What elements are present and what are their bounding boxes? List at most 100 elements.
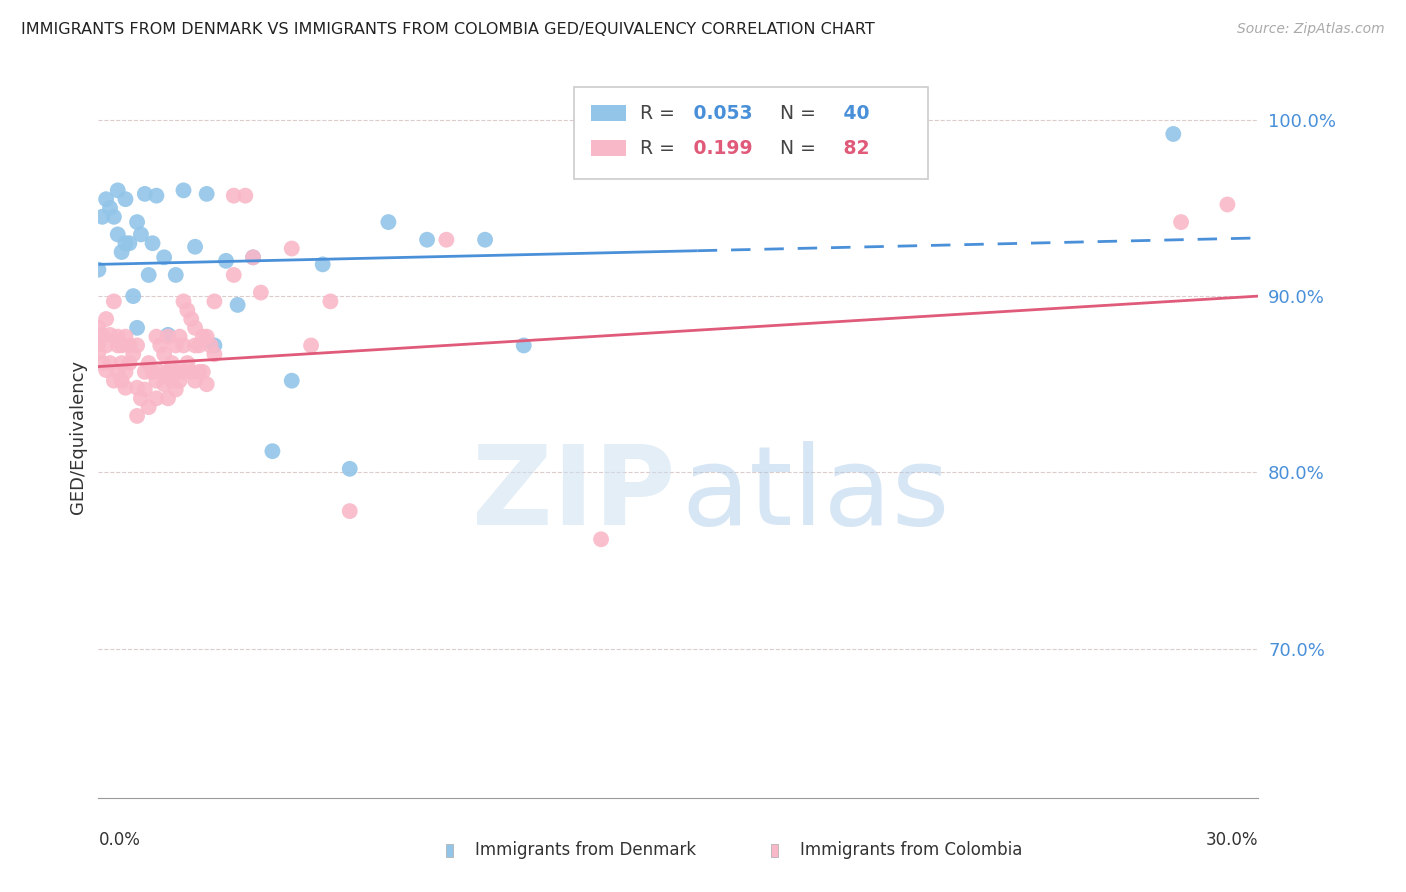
Point — [172, 365, 194, 379]
Point — [107, 329, 129, 343]
Point — [176, 303, 198, 318]
Text: Immigrants from Colombia: Immigrants from Colombia — [800, 841, 1022, 859]
Point — [114, 365, 136, 379]
Point — [96, 363, 118, 377]
Point — [87, 336, 110, 351]
Point — [103, 210, 125, 224]
Point — [1216, 197, 1239, 211]
Point — [204, 294, 226, 309]
Point — [706, 127, 728, 141]
Text: 82: 82 — [838, 138, 870, 158]
Point — [153, 250, 176, 264]
Bar — [592, 140, 626, 156]
Point — [165, 338, 187, 352]
Point — [339, 504, 361, 518]
Point — [127, 381, 149, 395]
Point — [176, 356, 198, 370]
Text: atlas: atlas — [682, 442, 950, 549]
Point — [141, 365, 165, 379]
Point — [145, 188, 167, 202]
Point — [180, 312, 202, 326]
Point — [222, 268, 245, 282]
Point — [416, 233, 439, 247]
Point — [184, 338, 207, 352]
Text: 40: 40 — [838, 103, 870, 123]
Point — [1170, 215, 1192, 229]
Point — [127, 338, 149, 352]
Point — [153, 377, 176, 392]
Point — [96, 312, 118, 326]
Point — [157, 329, 180, 343]
Point — [157, 327, 180, 342]
Point — [96, 192, 118, 206]
Point — [860, 127, 883, 141]
Point — [103, 374, 125, 388]
Point — [98, 356, 121, 370]
Point — [1163, 127, 1185, 141]
Point — [262, 444, 284, 458]
Point — [169, 374, 191, 388]
Text: IMMIGRANTS FROM DENMARK VS IMMIGRANTS FROM COLOMBIA GED/EQUIVALENCY CORRELATION : IMMIGRANTS FROM DENMARK VS IMMIGRANTS FR… — [21, 22, 875, 37]
Point — [200, 338, 222, 352]
Point — [184, 374, 207, 388]
Point — [87, 345, 110, 359]
Point — [111, 374, 132, 388]
Text: ZIP: ZIP — [471, 442, 675, 549]
Point — [127, 409, 149, 423]
Text: 0.199: 0.199 — [686, 138, 752, 158]
Point — [107, 227, 129, 242]
Point — [149, 338, 172, 352]
Point — [281, 374, 304, 388]
Point — [145, 329, 167, 343]
Point — [165, 365, 187, 379]
Text: 30.0%: 30.0% — [1206, 830, 1258, 849]
Point — [377, 215, 399, 229]
Point — [114, 192, 136, 206]
Point — [436, 233, 458, 247]
Point — [281, 242, 304, 256]
Point — [114, 236, 136, 251]
Point — [250, 285, 273, 300]
Y-axis label: GED/Equivalency: GED/Equivalency — [69, 360, 87, 514]
Point — [319, 294, 342, 309]
Point — [134, 383, 156, 397]
Point — [145, 392, 167, 406]
Point — [122, 347, 145, 361]
Point — [87, 262, 110, 277]
Point — [118, 338, 141, 352]
Bar — [447, 844, 453, 857]
Point — [145, 374, 167, 388]
Point — [91, 327, 114, 342]
Point — [188, 338, 211, 352]
Point — [91, 356, 114, 370]
Point — [180, 365, 202, 379]
Point — [111, 338, 132, 352]
Point — [114, 381, 136, 395]
Text: 0.0%: 0.0% — [98, 830, 141, 849]
Point — [165, 268, 187, 282]
Point — [591, 533, 613, 547]
Text: R =: R = — [640, 138, 681, 158]
Point — [157, 365, 180, 379]
Point — [138, 356, 160, 370]
Point — [184, 321, 207, 335]
Point — [312, 257, 335, 271]
Point — [107, 183, 129, 197]
Point — [299, 338, 322, 352]
Point — [129, 392, 152, 406]
Point — [195, 329, 218, 343]
Point — [215, 253, 238, 268]
Point — [160, 374, 183, 388]
Point — [195, 377, 218, 392]
Point — [160, 356, 183, 370]
Point — [118, 236, 141, 251]
Point — [339, 462, 361, 476]
Point — [204, 338, 226, 352]
Point — [222, 188, 245, 202]
Point — [153, 347, 176, 361]
Point — [204, 347, 226, 361]
Point — [118, 356, 141, 370]
Text: N =: N = — [768, 103, 821, 123]
Point — [98, 201, 121, 215]
Point — [138, 268, 160, 282]
